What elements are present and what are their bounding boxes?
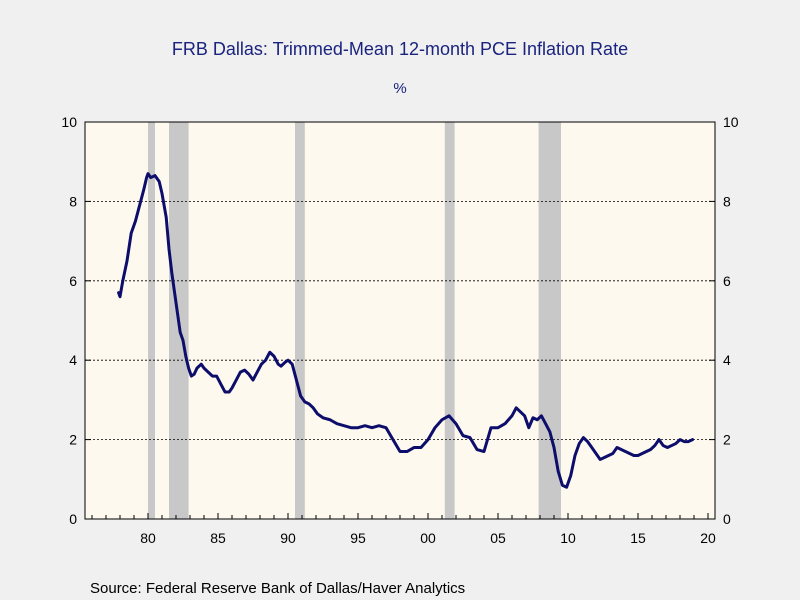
recession-bands — [148, 122, 561, 519]
recession-band — [444, 122, 455, 519]
x-tick-label: 90 — [280, 530, 296, 546]
y-tick-label-right: 10 — [723, 114, 739, 130]
x-tick-label: 15 — [630, 530, 646, 546]
y-tick-label-left: 2 — [69, 432, 77, 448]
y-tick-label-left: 8 — [69, 193, 77, 209]
y-tick-label-left: 4 — [69, 352, 77, 368]
y-tick-label-right: 0 — [723, 511, 731, 527]
x-tick-label: 20 — [700, 530, 716, 546]
y-tick-label-right: 2 — [723, 432, 731, 448]
source-note: Source: Federal Reserve Bank of Dallas/H… — [90, 580, 465, 597]
recession-band — [538, 122, 561, 519]
grid-lines — [85, 200, 715, 441]
y-tick-label-left: 10 — [61, 114, 77, 130]
chart-subtitle: % — [393, 80, 406, 97]
y-tick-label-left: 0 — [69, 511, 77, 527]
y-tick-label-right: 6 — [723, 273, 731, 289]
recession-band — [148, 122, 155, 519]
x-tick-label: 85 — [210, 530, 226, 546]
y-tick-label-right: 4 — [723, 352, 731, 368]
x-tick-label: 10 — [560, 530, 576, 546]
series-line — [117, 172, 695, 489]
recession-band — [295, 122, 305, 519]
x-tick-label: 80 — [140, 530, 156, 546]
x-tick-label: 05 — [490, 530, 506, 546]
y-tick-label-left: 6 — [69, 273, 77, 289]
x-tick-label: 95 — [350, 530, 366, 546]
x-tick-label: 00 — [420, 530, 436, 546]
chart-title: FRB Dallas: Trimmed-Mean 12-month PCE In… — [172, 39, 628, 59]
y-tick-label-right: 8 — [723, 193, 731, 209]
